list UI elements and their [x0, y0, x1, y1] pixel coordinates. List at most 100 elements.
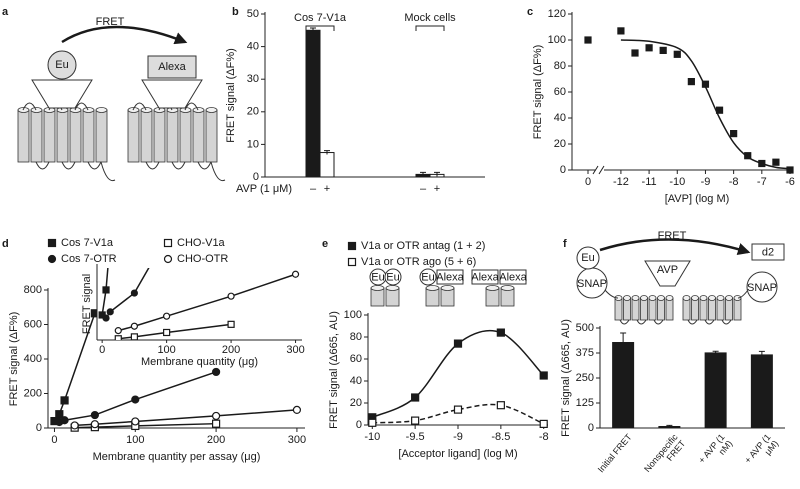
panel-label: d	[2, 238, 9, 250]
fret-arrow	[599, 238, 751, 256]
legend-label: Cos 7-V1a	[61, 237, 114, 249]
ligand	[141, 79, 203, 109]
bar	[612, 342, 635, 428]
point	[131, 417, 140, 426]
fit-curve	[620, 39, 791, 170]
helix-top	[716, 295, 725, 301]
point	[715, 106, 724, 114]
y-tick-label: 60	[554, 86, 566, 98]
y-tick-label: 0	[588, 422, 594, 434]
point	[212, 367, 221, 377]
helix	[30, 109, 43, 163]
error-bar	[324, 150, 330, 155]
legend-label: V1a or OTR ago (5 + 6)	[361, 256, 476, 268]
helix	[95, 109, 108, 163]
acceptor	[751, 243, 785, 261]
point	[687, 77, 695, 86]
helix	[665, 297, 674, 321]
helix-top	[205, 107, 218, 113]
series-line	[74, 409, 297, 427]
x-tick-label: 200	[207, 434, 225, 446]
y-tick-label: 375	[576, 347, 594, 359]
label-shape	[436, 269, 464, 285]
y-tick-label: 40	[554, 112, 566, 124]
axis-break	[592, 165, 605, 175]
point	[659, 46, 667, 55]
point	[347, 257, 357, 267]
y-tick-label: 50	[247, 8, 259, 20]
y-tick-label: 30	[247, 73, 259, 85]
point	[539, 419, 548, 428]
panel-label: e	[322, 238, 328, 250]
inset-x-tick-label: 200	[222, 344, 240, 356]
point	[55, 410, 64, 419]
helix-top	[623, 295, 631, 301]
helix	[614, 297, 623, 321]
point	[673, 50, 681, 58]
legend-label: CHO-OTR	[177, 253, 228, 265]
y-tick-label: 20	[247, 106, 259, 118]
series-line	[101, 268, 109, 316]
x-tick-label: -6	[785, 176, 795, 188]
y-tick-label: 0	[560, 164, 566, 176]
point	[347, 241, 357, 251]
helix	[699, 297, 708, 321]
y-tick-label: 40	[350, 375, 362, 387]
helix-top	[657, 295, 665, 301]
bar	[658, 426, 681, 428]
group-label: Cos 7-V1a	[294, 12, 347, 24]
point	[744, 152, 752, 160]
donor	[47, 50, 77, 80]
series-line	[118, 323, 232, 340]
helix	[179, 109, 192, 163]
point	[227, 292, 235, 300]
point	[60, 416, 69, 425]
helix	[631, 297, 640, 321]
cartoon-label: Alexa	[499, 271, 527, 283]
y-tick-label: 0	[253, 171, 259, 183]
cartoon-label: Eu	[386, 271, 399, 283]
point	[90, 410, 99, 420]
cartoon-label: Alexa	[436, 271, 464, 283]
helix-top	[665, 295, 674, 301]
bar	[305, 29, 321, 178]
cartoon-label: Alexa	[471, 271, 499, 283]
point	[453, 405, 463, 414]
helix-top	[440, 285, 455, 291]
x-tick-label: -9	[453, 431, 463, 443]
ligand	[31, 79, 93, 109]
y-tick-label: 80	[350, 331, 362, 343]
legend-label: CHO-V1a	[177, 237, 226, 249]
x-axis-label: AVP (1 μM)	[236, 183, 292, 195]
legend-label: Cos 7-OTR	[61, 253, 117, 265]
bar	[704, 352, 727, 428]
error-bar	[434, 171, 440, 177]
y-tick-label: 10	[247, 138, 259, 150]
x-tick-label: -12	[613, 176, 629, 188]
point	[539, 371, 548, 380]
label-shape	[384, 268, 402, 286]
point	[163, 254, 173, 264]
y-axis-label: FRET signal (ΔF%)	[8, 312, 20, 407]
error-bar	[310, 27, 316, 33]
helix	[43, 109, 56, 163]
panel-label: c	[527, 6, 533, 18]
y-tick-label: 20	[350, 397, 362, 409]
point	[163, 328, 171, 337]
point	[292, 405, 302, 414]
series-label: –	[310, 183, 317, 195]
helix-top	[682, 295, 691, 301]
fret-arrow	[61, 25, 188, 45]
inset-x-tick-label: 0	[99, 344, 105, 356]
helix	[127, 109, 140, 163]
x-axis-label: [Acceptor ligand] (log M)	[398, 448, 517, 460]
inset-x-axis-label: Membrane quantity (μg)	[141, 356, 258, 368]
helix-top	[631, 295, 640, 301]
point	[368, 418, 377, 427]
point	[163, 238, 173, 248]
point	[291, 270, 300, 278]
error-bar	[420, 171, 426, 177]
y-axis-label: FRET signal (ΔF%)	[532, 45, 544, 140]
y-tick-label: 120	[548, 8, 566, 20]
